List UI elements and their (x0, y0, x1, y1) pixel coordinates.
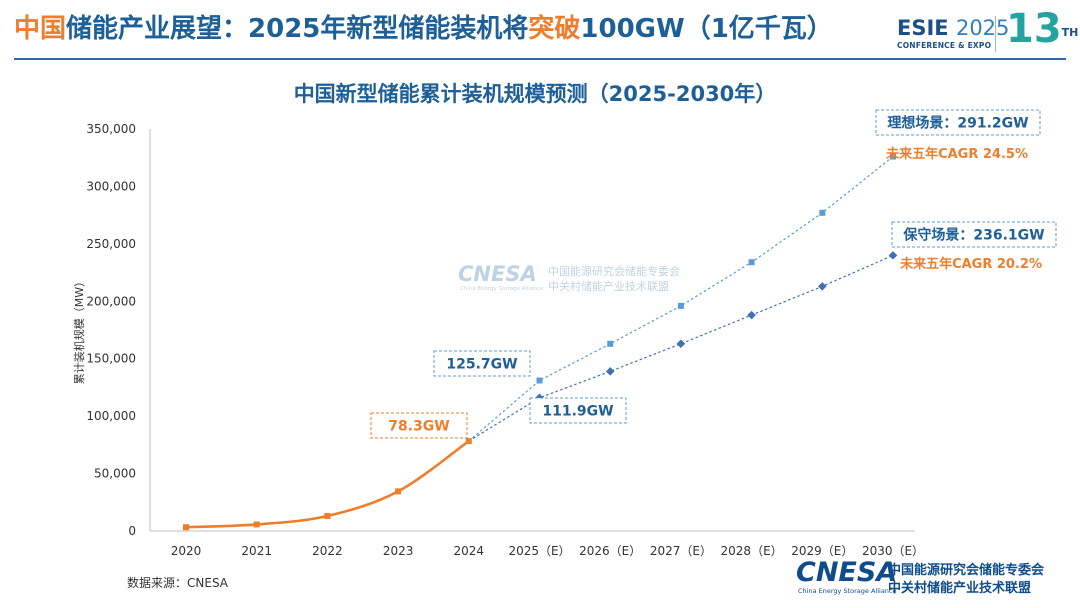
annotation-2025-conservative: 111.9GW (542, 404, 613, 420)
watermark-org1: 中国能源研究会储能专委会 (548, 265, 680, 278)
y-axis-label: 累计装机规模（MW） (72, 276, 86, 384)
annotation-ideal-cagr: 未来五年CAGR 24.5% (885, 146, 1028, 162)
title-part-d: 100GW（1亿千瓦） (580, 14, 833, 44)
watermark-brand: CNESA (458, 262, 537, 286)
conservative-point (747, 310, 756, 320)
conservative-point (605, 367, 615, 376)
esie-subtitle: CONFERENCE & EXPO (897, 41, 992, 50)
annotation-2025-ideal-box (433, 350, 531, 377)
logo-brand-sub: China Energy Storage Alliance (798, 587, 897, 595)
edition-badge: 13TH (1006, 6, 1078, 52)
title-part-b: 储能产业展望：2025年新型储能装机将 (66, 14, 529, 44)
actual-point (395, 488, 402, 495)
esie-logo: ESIE 2025 CONFERENCE & EXPO (897, 16, 1009, 50)
header-divider (14, 58, 1066, 60)
actual-point (253, 521, 260, 528)
logo-separator (995, 16, 996, 52)
x-tick-label: 2022 (312, 544, 343, 558)
annotation-ideal-scenario-box (875, 109, 1041, 136)
x-tick-label: 2020 (171, 544, 202, 558)
x-tick-label: 2030（E） (862, 544, 924, 558)
y-tick-label: 50,000 (94, 467, 136, 481)
y-tick-label: 250,000 (86, 237, 136, 251)
title-part-a: 中国 (14, 14, 67, 44)
cnesa-watermark: CNESA China Energy Storage Alliance 中国能源… (458, 262, 718, 296)
esie-year: 2025 (955, 16, 1010, 40)
y-tick-label: 300,000 (86, 179, 136, 193)
edition-number: 13 (1006, 6, 1062, 52)
y-tick-label: 350,000 (86, 122, 136, 136)
annotation-conservative-cagr: 未来五年CAGR 20.2% (899, 256, 1042, 272)
data-source: 数据来源：CNESA (127, 576, 228, 590)
annotation-conservative-scenario: 保守场景：236.1GW (902, 227, 1044, 244)
actual-point (465, 438, 472, 445)
slide-title: 中国储能产业展望：2025年新型储能装机将突破100GW（1亿千瓦） (14, 8, 833, 45)
x-tick-label: 2028（E） (721, 544, 783, 558)
y-tick-label: 100,000 (86, 409, 136, 423)
watermark-org2: 中关村储能产业技术联盟 (548, 280, 669, 293)
annotation-2025-conservative-box (529, 397, 627, 424)
x-tick-label: 2025（E） (508, 544, 570, 558)
cnesa-logo: CNESA China Energy Storage Alliance 中国能源… (796, 557, 1072, 601)
ideal-point (819, 209, 826, 216)
title-part-c: 突破 (528, 14, 581, 44)
x-tick-label: 2029（E） (791, 544, 853, 558)
x-tick-label: 2026（E） (579, 544, 641, 558)
actual-point (324, 512, 331, 519)
y-tick-label: 200,000 (86, 294, 136, 308)
annotation-ideal-scenario: 理想场景：291.2GW (887, 115, 1028, 132)
watermark-brand-sub: China Energy Storage Alliance (460, 286, 544, 292)
logo-org2: 中关村储能产业技术联盟 (888, 581, 1032, 596)
ideal-point (890, 153, 896, 160)
edition-suffix: TH (1061, 26, 1079, 39)
x-tick-label: 2024 (454, 544, 485, 558)
conservative-point (888, 251, 898, 260)
logo-org1: 中国能源研究会储能专委会 (888, 563, 1045, 578)
conservative-point (818, 282, 827, 291)
x-tick-label: 2021 (241, 544, 272, 558)
ideal-point (677, 302, 684, 309)
annotation-2025-ideal: 125.7GW (446, 357, 517, 373)
ideal-point (607, 340, 614, 347)
conservative-point (676, 339, 686, 349)
esie-main-text: ESIE (897, 16, 949, 40)
y-tick-label: 150,000 (86, 352, 136, 366)
annotation-conservative-scenario-box (891, 221, 1057, 248)
annotation-2024-actual-box (370, 412, 468, 439)
annotation-2024-actual: 78.3GW (388, 419, 449, 435)
y-tick-label: 0 (128, 524, 136, 538)
actual-point (183, 524, 189, 531)
x-tick-label: 2023 (383, 544, 414, 558)
ideal-point (748, 259, 755, 266)
x-tick-label: 2027（E） (650, 544, 712, 558)
ideal-point (536, 377, 543, 384)
logo-brand: CNESA (796, 557, 898, 588)
chart-title: 中国新型储能累计装机规模预测（2025-2030年） (293, 82, 777, 106)
